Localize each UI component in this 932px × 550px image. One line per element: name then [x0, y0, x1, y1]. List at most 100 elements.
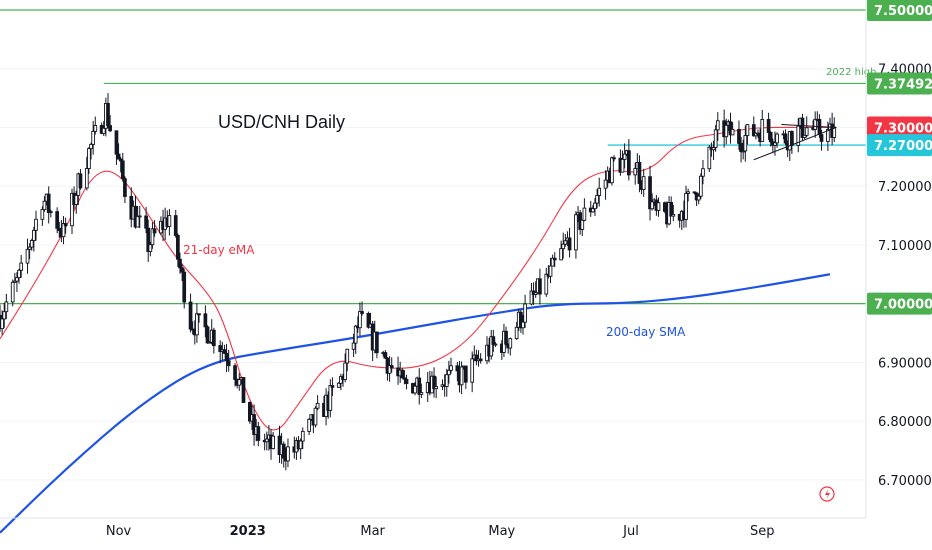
candle [224, 343, 229, 373]
candle [813, 111, 818, 138]
candle [743, 125, 748, 162]
candle [737, 120, 741, 150]
candle-body [0, 318, 4, 330]
candle [336, 382, 341, 388]
candle-body [444, 374, 449, 387]
candle [167, 209, 172, 236]
candle [101, 121, 106, 137]
candle [152, 220, 157, 237]
candle-body [790, 131, 794, 146]
candle [328, 379, 333, 418]
candle-body [25, 248, 30, 264]
candle [447, 360, 451, 384]
candle-body [180, 267, 184, 273]
candle [212, 327, 216, 354]
time-axis[interactable]: Nov 2023 Mar May Jul Sep [106, 524, 775, 539]
annotation-sma200: 200-day SMA [606, 325, 686, 339]
candle [489, 330, 494, 360]
candle [182, 268, 187, 309]
price-tags: 7.50000 7.37492 7.30000 7.27000 7.00000 [867, 0, 932, 315]
candle [612, 155, 616, 162]
candle-body [114, 130, 119, 155]
candle [580, 219, 585, 237]
candle-body [593, 202, 597, 210]
candle-body [459, 366, 464, 386]
candle [116, 143, 121, 160]
candle [514, 321, 519, 340]
candle [300, 427, 305, 450]
candle-body [286, 446, 290, 462]
candle-body [2, 311, 7, 320]
candle-body [330, 385, 335, 388]
candle-body [656, 202, 661, 211]
candle-body [804, 127, 809, 136]
candle-body [182, 271, 187, 303]
candle [508, 337, 513, 356]
candle-body [711, 147, 716, 151]
candle [237, 373, 242, 391]
candle-body [478, 358, 483, 362]
candle [114, 130, 119, 165]
candle-body [766, 119, 771, 133]
candle-body [402, 377, 407, 380]
candle-body [15, 277, 19, 282]
candle [27, 243, 32, 260]
candle-body [146, 227, 151, 253]
candle [745, 123, 750, 145]
candle [417, 368, 422, 405]
lightning-bolt-icon[interactable] [819, 486, 835, 502]
candle [150, 222, 155, 249]
candle-body [360, 311, 364, 314]
candle-body [237, 379, 242, 386]
candle-body [101, 127, 106, 134]
candle-body [10, 281, 15, 303]
candle-body [552, 257, 557, 261]
candle [419, 383, 424, 399]
candle [582, 198, 587, 222]
candle-body [603, 179, 608, 189]
candle-body [559, 248, 563, 261]
candle [264, 431, 269, 451]
price-tag-label: 7.50000 [874, 4, 932, 19]
candle [188, 293, 193, 333]
candle-body [637, 162, 642, 184]
candle [148, 241, 153, 257]
candle-body [343, 362, 347, 380]
candle-body [489, 336, 494, 357]
candle-body [176, 235, 180, 260]
candle [474, 349, 479, 366]
candle-body [724, 124, 729, 138]
candlesticks[interactable] [0, 93, 837, 471]
candle [561, 232, 566, 259]
candle [281, 441, 286, 468]
candle-body [728, 121, 733, 136]
price-tag-7.00000: 7.00000 [867, 292, 932, 315]
candle [707, 145, 712, 172]
candle [491, 329, 496, 352]
price-tag-7.30000: 7.30000 [867, 116, 932, 139]
candle-body [315, 402, 320, 409]
candle [402, 370, 407, 385]
candle [135, 205, 140, 228]
x-tick-label: Mar [360, 524, 385, 539]
price-tag-bg [867, 72, 932, 95]
candle [271, 431, 275, 450]
candle-body [434, 386, 439, 390]
candle-body [768, 132, 773, 143]
x-tick-label: Jul [622, 524, 639, 539]
price-tag-7.50000: 7.50000 [867, 0, 932, 21]
candle-body [224, 352, 229, 362]
candle-body [582, 207, 587, 221]
candle-body [741, 150, 746, 153]
candle-body [775, 133, 779, 144]
candle-body [48, 211, 53, 214]
sma200-path [0, 273, 831, 534]
price-tag-bg [867, 0, 932, 21]
candle [595, 189, 599, 209]
candle [91, 120, 96, 155]
candle-body [684, 193, 688, 220]
candle-body [686, 191, 690, 194]
x-tick-label: 2023 [230, 524, 266, 539]
